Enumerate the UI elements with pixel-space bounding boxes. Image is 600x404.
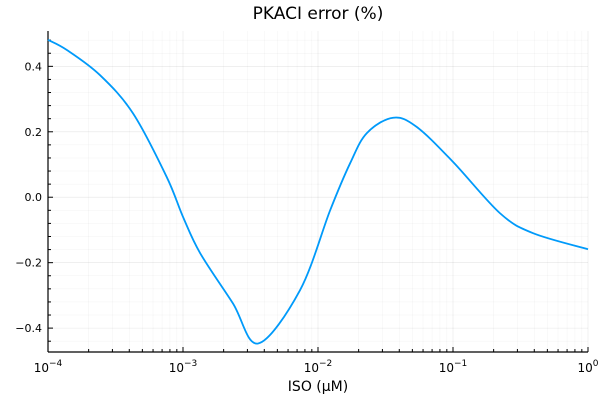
series-lines (47, 39, 589, 345)
x-tick-label: 10−2 (304, 359, 333, 375)
y-tick-label: 0.2 (25, 126, 43, 139)
x-axis-label: ISO (μM) (288, 379, 348, 395)
series-line-y1 (47, 39, 589, 345)
y-tick-label: 0.0 (25, 191, 43, 204)
y-tick-label: 0.4 (25, 60, 43, 73)
tick-labels: 10−4 10−3 10−2 10−1 100 0.4 0.2 0.0 −0.2 −0.4 (15, 60, 598, 375)
x-tick-label: 10−1 (439, 359, 468, 375)
y-tick-label: −0.2 (15, 257, 42, 270)
chart-title: PKACI error (%) (253, 4, 384, 24)
axes (47, 31, 589, 353)
x-tick-label: 100 (577, 359, 598, 375)
x-tick-label: 10−3 (169, 359, 198, 375)
y-tick-label: −0.4 (15, 322, 42, 335)
grid (47, 31, 589, 352)
x-tick-label: 10−4 (34, 359, 63, 375)
